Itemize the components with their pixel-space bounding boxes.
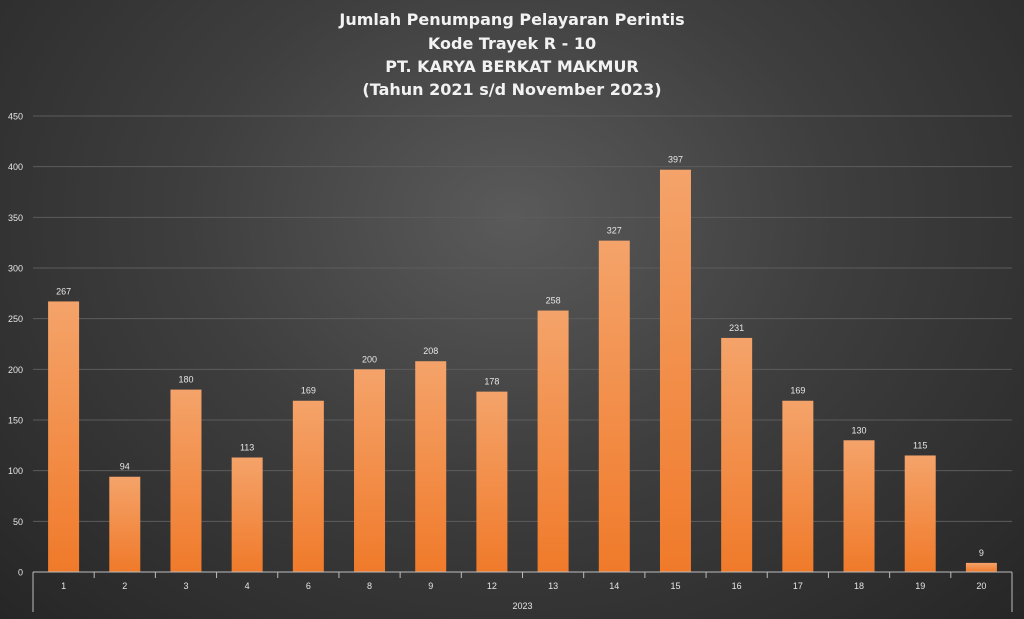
chart-title-line-2: Kode Trayek R - 10 [427,34,597,53]
chart-title-line-1: Jumlah Penumpang Pelayaran Perintis [339,10,685,29]
x-tick-label: 1 [61,581,66,591]
x-tick-label: 18 [854,581,864,591]
x-tick-label: 12 [487,581,497,591]
data-label: 267 [56,286,71,296]
y-tick-label: 250 [8,314,23,324]
bar [292,400,324,572]
data-label: 115 [913,440,927,450]
bar [782,400,814,572]
y-axis-ticks: 0 50 100 150 200 250 300 350 400 450 [8,112,23,578]
bar [843,440,875,572]
chart-title-line-3: PT. KARYA BERKAT MAKMUR [385,57,639,76]
data-label: 9 [979,548,984,558]
x-tick-label: 15 [670,581,680,591]
bar [231,457,263,572]
data-label: 258 [546,296,561,306]
x-tick-label: 20 [976,581,986,591]
data-label: 208 [423,346,438,356]
x-group-label: 2023 [512,601,532,611]
bars [48,169,997,572]
data-label: 397 [668,155,683,165]
bar [415,361,447,572]
x-tick-label: 9 [428,581,433,591]
y-tick-label: 150 [8,416,23,426]
data-label: 178 [484,377,499,387]
bar [965,562,997,572]
x-tick-label: 17 [793,581,803,591]
x-tick-label: 14 [609,581,619,591]
data-label: 169 [790,386,805,396]
bar [721,337,753,572]
chart-title-line-4: (Tahun 2021 s/d November 2023) [362,80,662,99]
bar [476,391,508,572]
y-tick-label: 300 [8,264,23,274]
y-tick-label: 400 [8,162,23,172]
y-tick-label: 350 [8,213,23,223]
data-label: 180 [178,375,193,385]
y-tick-label: 450 [8,112,23,122]
bar [659,169,691,572]
x-tick-label: 19 [915,581,925,591]
data-label: 130 [852,425,867,435]
bar [109,476,141,572]
y-tick-label: 50 [13,517,23,527]
data-label: 113 [240,442,254,452]
y-tick-label: 0 [18,568,23,578]
data-labels: 267 94 180 113 169 200 208 178 258 327 397 231 169 13… [56,155,984,558]
y-tick-label: 100 [8,466,23,476]
x-tick-label: 16 [732,581,742,591]
bar [598,240,630,572]
x-tick-label: 13 [548,581,558,591]
bar [170,389,202,572]
data-label: 94 [120,462,130,472]
x-tick-label: 2 [122,581,127,591]
data-label: 200 [362,354,377,364]
x-tick-label: 6 [306,581,311,591]
bar [354,369,386,572]
bar [537,310,569,572]
bar [48,301,80,572]
x-tick-label: 3 [183,581,188,591]
y-tick-label: 200 [8,365,23,375]
data-label: 327 [607,226,622,236]
x-tick-label: 4 [245,581,250,591]
data-label: 169 [301,386,316,396]
x-tick-label: 8 [367,581,372,591]
data-label: 231 [729,323,744,333]
bar [904,455,936,572]
